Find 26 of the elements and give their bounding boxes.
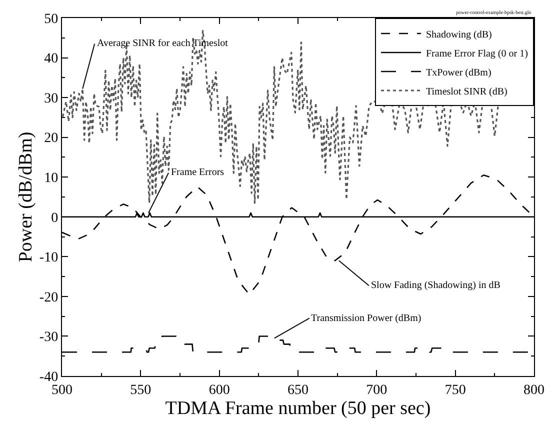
x-tick-label: 650 — [288, 382, 308, 398]
y-tick-label: 40 — [44, 52, 58, 67]
annotation: Transmission Power (dBm) — [311, 313, 422, 324]
x-tick-label: 800 — [524, 382, 544, 398]
x-tick-label: 700 — [366, 382, 388, 398]
y-tick-label: 20 — [44, 131, 58, 146]
legend-label: Frame Error Flag (0 or 1) — [426, 48, 528, 60]
x-tick-label: 500 — [52, 382, 72, 398]
y-tick-label: 50 — [44, 12, 58, 27]
x-tick-label: 550 — [130, 382, 152, 398]
legend-label: TxPower (dBm) — [426, 67, 492, 78]
x-axis-title: TDMA Frame number (50 per sec) — [165, 398, 431, 419]
y-tick-label: 0 — [51, 210, 58, 226]
y-tick-label: -40 — [39, 370, 58, 385]
y-tick-label: -10 — [39, 250, 58, 266]
legend-label: Timeslot SINR (dB) — [426, 86, 508, 98]
y-tick-label: -30 — [39, 330, 58, 346]
y-axis-title: Power (dB/dBm) — [15, 132, 36, 262]
x-tick-label: 600 — [208, 382, 230, 398]
annotation: Frame Errors — [171, 167, 224, 178]
y-tick-label: 30 — [44, 91, 58, 106]
y-tick-label: -20 — [39, 290, 58, 306]
y-tick-label: 10 — [44, 171, 58, 186]
x-tick-label: 750 — [444, 382, 466, 398]
annotation: Slow Fading (Shadowing) in dB — [371, 280, 501, 291]
legend-label: Shadowing (dB) — [426, 29, 492, 40]
